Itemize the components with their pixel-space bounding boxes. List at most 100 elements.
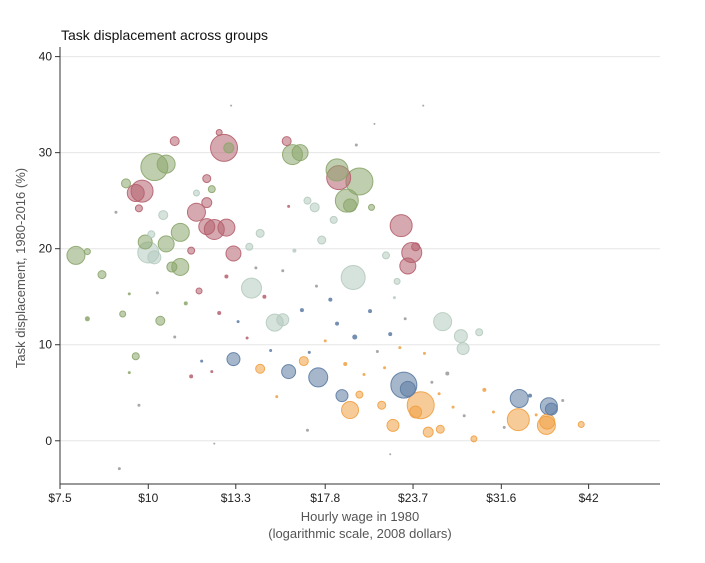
data-point [281, 364, 297, 380]
data-point [245, 242, 254, 251]
data-point [147, 250, 162, 265]
data-point [262, 294, 267, 299]
chart-title: Task displacement across groups [61, 27, 268, 43]
data-point [506, 408, 530, 432]
data-point [213, 442, 216, 445]
data-point [281, 136, 292, 147]
data-point [225, 245, 242, 262]
data-point [198, 218, 216, 236]
data-point [544, 402, 558, 416]
x-tick-label: $10 [138, 491, 158, 505]
data-point [453, 329, 468, 344]
data-point [269, 348, 273, 352]
y-tick-label: 10 [39, 338, 53, 352]
data-point [217, 218, 236, 237]
y-tick-label: 40 [39, 50, 53, 64]
data-point [200, 359, 204, 363]
data-point [317, 235, 327, 245]
data-point [328, 297, 333, 302]
data-point [340, 265, 366, 291]
data-point [83, 248, 91, 256]
data-point [131, 352, 140, 361]
data-point [341, 401, 360, 420]
y-tick-label: 20 [39, 242, 53, 256]
data-point [127, 371, 131, 375]
data-point [539, 413, 556, 430]
data-point [305, 428, 309, 432]
data-point [275, 395, 279, 399]
data-point [399, 257, 417, 275]
x-axis-label: Hourly wage in 1980 [301, 509, 420, 524]
data-point [307, 350, 311, 354]
data-point [66, 245, 86, 265]
data-point [409, 405, 423, 419]
data-point [276, 313, 290, 327]
data-point [422, 426, 434, 438]
data-point [422, 351, 426, 355]
data-point [117, 467, 121, 471]
data-point [207, 185, 216, 194]
data-point [254, 266, 258, 270]
data-point [392, 296, 396, 300]
data-point [224, 274, 229, 279]
data-point [445, 371, 450, 376]
data-point [509, 389, 529, 409]
data-point [202, 174, 212, 184]
data-point [355, 390, 364, 399]
data-point [292, 248, 297, 253]
data-point [303, 196, 312, 205]
data-point [173, 335, 177, 339]
data-point [561, 398, 565, 402]
data-point [502, 425, 506, 429]
data-point [166, 261, 178, 273]
data-point [383, 366, 387, 370]
data-point [309, 202, 320, 213]
data-point [158, 210, 169, 221]
data-points [66, 104, 585, 471]
data-point [389, 453, 392, 456]
x-tick-label: $17.8 [310, 491, 340, 505]
data-point [210, 370, 214, 374]
data-point [298, 356, 309, 367]
x-tick-label: $23.7 [398, 491, 428, 505]
data-point [381, 251, 390, 260]
data-point [201, 197, 213, 209]
data-point [134, 204, 143, 213]
x-tick-label: $42 [579, 491, 599, 505]
data-point [186, 202, 206, 222]
data-point [137, 403, 141, 407]
data-point [195, 287, 203, 295]
data-point [325, 158, 349, 182]
data-point [137, 234, 153, 250]
data-point [299, 308, 304, 313]
data-point [343, 198, 358, 213]
data-point [230, 104, 233, 107]
data-point [323, 339, 327, 343]
data-point [398, 346, 402, 350]
data-point [403, 317, 407, 321]
data-point [377, 400, 387, 410]
data-point [352, 334, 358, 340]
x-tick-label: $13.3 [221, 491, 251, 505]
y-tick-label: 30 [39, 146, 53, 160]
data-point [127, 292, 131, 296]
data-point [451, 405, 455, 409]
data-point [411, 242, 421, 252]
data-point [368, 203, 376, 211]
data-point [491, 410, 495, 414]
data-point [84, 316, 90, 322]
data-point [189, 374, 194, 379]
y-axis-ticks: 0 10 20 30 40 [39, 50, 60, 448]
data-point [255, 363, 266, 374]
data-point [386, 418, 400, 432]
data-point [215, 128, 223, 136]
axes [59, 47, 660, 485]
data-point [437, 392, 441, 396]
data-point [389, 214, 413, 238]
data-point [157, 235, 175, 253]
data-point [329, 215, 338, 224]
data-point [223, 142, 235, 154]
data-point [155, 291, 159, 295]
data-point [335, 321, 340, 326]
